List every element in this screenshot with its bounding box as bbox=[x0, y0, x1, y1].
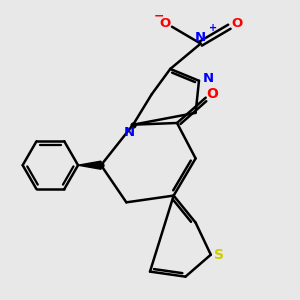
Polygon shape bbox=[78, 161, 101, 169]
Text: −: − bbox=[153, 9, 164, 22]
Text: N: N bbox=[124, 126, 135, 139]
Text: +: + bbox=[209, 23, 217, 33]
Text: S: S bbox=[214, 248, 224, 262]
Text: N: N bbox=[203, 72, 214, 85]
Text: O: O bbox=[159, 17, 170, 30]
Text: O: O bbox=[231, 17, 242, 30]
Text: N: N bbox=[195, 31, 206, 44]
Text: O: O bbox=[206, 87, 218, 101]
